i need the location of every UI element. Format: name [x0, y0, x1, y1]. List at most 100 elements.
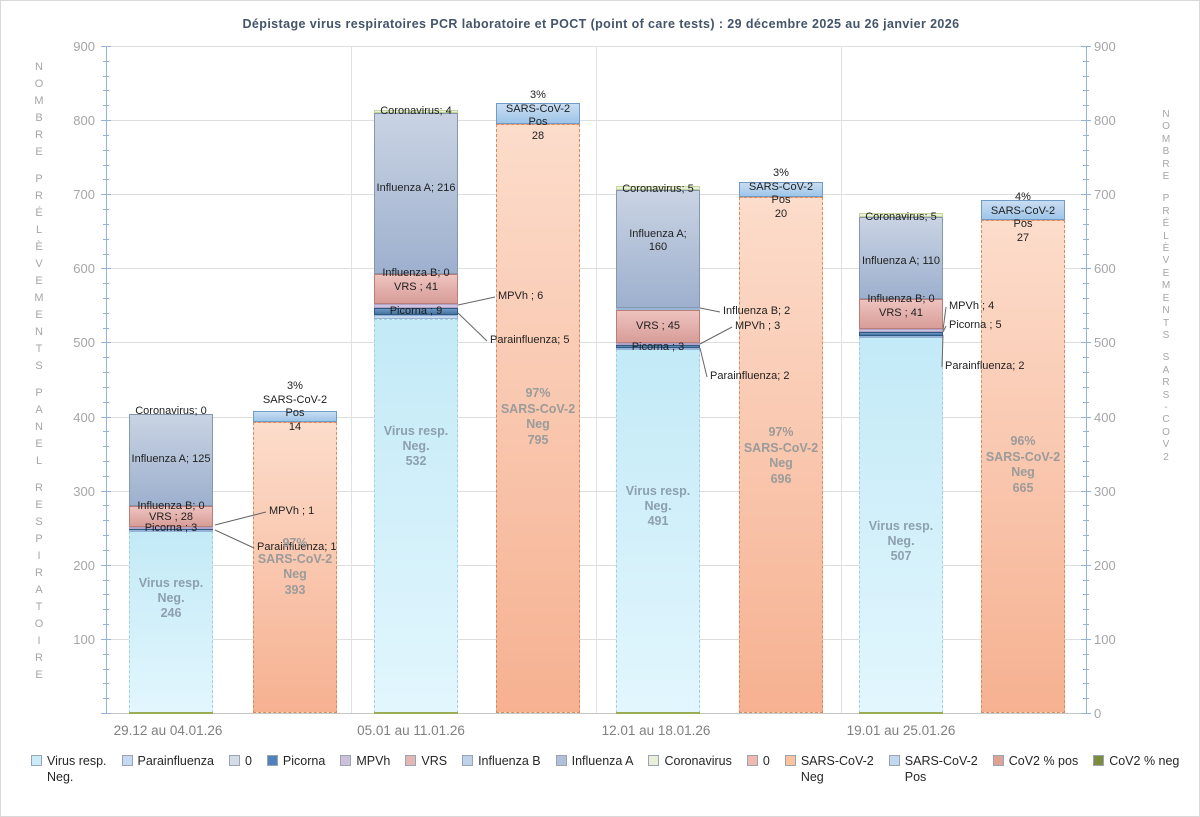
value-axis-line	[106, 46, 107, 713]
cov2-pct-neg-baseline	[859, 712, 943, 714]
segment-parainfluenza	[374, 315, 458, 319]
segment-label-vrs: VRS ; 41	[393, 280, 439, 293]
axis-major-tick	[1081, 491, 1091, 492]
callout-label-mpvh: MPVh ; 3	[735, 320, 781, 332]
left-axis-tick-label: 700	[73, 187, 95, 203]
axis-minor-tick	[103, 239, 109, 240]
segment-virus-resp-neg	[129, 530, 213, 713]
legend-label: 0	[762, 754, 770, 768]
axis-minor-tick	[103, 328, 109, 329]
segment-label-coronavirus: Coronavirus; 5	[622, 182, 694, 195]
legend-swatch-icon	[784, 755, 796, 766]
axis-minor-tick	[1083, 402, 1089, 403]
right-axis-tick-label: 900	[1094, 39, 1116, 54]
legend-label: 0	[244, 754, 252, 768]
axis-minor-tick	[1083, 683, 1089, 684]
left-axis-tick-label: 400	[73, 409, 95, 425]
segment-label-coronavirus: Coronavirus; 5	[865, 210, 937, 223]
axis-minor-tick	[1083, 179, 1089, 180]
legend-label: MPVh	[356, 754, 391, 768]
sars-pos-label: 3% SARS-CoV-2 Pos 28	[505, 89, 571, 142]
axis-minor-tick	[103, 76, 109, 77]
legend-item: Coronavirus	[648, 753, 732, 769]
virus-resp-neg-label: Virus resp. Neg. 507	[868, 518, 934, 563]
legend-label: Influenza A	[571, 754, 634, 768]
axis-minor-tick	[1083, 328, 1089, 329]
axis-minor-tick	[1083, 609, 1089, 610]
axis-minor-tick	[1083, 90, 1089, 91]
axis-minor-tick	[103, 698, 109, 699]
legend-item: MPVh	[340, 753, 390, 769]
callout-label-mpvh: MPVh ; 4	[949, 300, 995, 312]
axis-minor-tick	[103, 283, 109, 284]
axis-minor-tick	[103, 669, 109, 670]
axis-minor-tick	[1083, 594, 1089, 595]
legend-label: CoV2 % pos	[1008, 754, 1079, 768]
callout-label-parainfluenza: Parainfluenza; 1	[257, 541, 337, 553]
axis-major-tick	[1081, 713, 1091, 714]
axis-major-tick	[101, 342, 111, 343]
left-axis-tick-label: 500	[73, 335, 95, 351]
sars-pos-label: 3% SARS-CoV-2 Pos 14	[262, 380, 328, 433]
left-axis-tick-label: 100	[73, 631, 95, 647]
cov2-pct-neg-baseline	[374, 712, 458, 714]
axis-minor-tick	[1083, 476, 1089, 477]
axis-minor-tick	[1083, 654, 1089, 655]
segment-influenza-a	[616, 189, 700, 309]
segment-mpvh	[374, 303, 458, 309]
segment-mpvh	[859, 329, 943, 333]
chart-legend: Virus resp. Neg. Parainfluenza 0 Picorna MPV…	[31, 753, 1181, 785]
segment-sars-cov-2-neg	[496, 123, 580, 713]
axis-minor-tick	[103, 446, 109, 447]
axis-major-tick	[101, 565, 111, 566]
axis-major-tick	[1081, 46, 1091, 47]
segment-influenza-a	[129, 413, 213, 507]
axis-major-tick	[1081, 417, 1091, 418]
axis-minor-tick	[103, 90, 109, 91]
axis-minor-tick	[1083, 254, 1089, 255]
sars-neg-label: 97% SARS-CoV-2 Neg 795	[500, 386, 576, 447]
legend-item: Parainfluenza	[121, 753, 214, 769]
axis-minor-tick	[1083, 313, 1089, 314]
sars-neg-label: 97% SARS-CoV-2 Neg 393	[257, 536, 333, 597]
right-axis-tick-label: 200	[1094, 557, 1116, 573]
segment-label-picorna: Picorna ; 9	[389, 304, 443, 317]
segment-influenza-a	[374, 113, 458, 274]
legend-swatch-icon	[992, 755, 1004, 766]
legend-item: CoV2 % neg	[1093, 753, 1179, 769]
axis-minor-tick	[103, 594, 109, 595]
sars-pos-label: 4% SARS-CoV-2 Pos 27	[990, 191, 1056, 244]
left-axis-tick-label: 200	[73, 557, 95, 573]
axis-minor-tick	[1083, 239, 1089, 240]
axis-major-tick	[101, 46, 111, 47]
axis-minor-tick	[1083, 535, 1089, 536]
axis-minor-tick	[1083, 550, 1089, 551]
legend-swatch-icon	[888, 755, 900, 766]
legend-item: CoV2 % pos	[992, 753, 1079, 769]
axis-minor-tick	[103, 150, 109, 151]
axis-minor-tick	[103, 535, 109, 536]
axis-minor-tick	[1083, 505, 1089, 506]
callout-label-mpvh: MPVh ; 1	[269, 505, 315, 517]
axis-minor-tick	[1083, 387, 1089, 388]
legend-item: SARS-CoV-2 Pos	[888, 753, 978, 785]
axis-minor-tick	[1083, 298, 1089, 299]
axis-minor-tick	[1083, 372, 1089, 373]
gridline-vertical	[596, 46, 597, 713]
gridline-vertical	[351, 46, 352, 713]
segment-sars-cov-2-neg	[739, 197, 823, 713]
segment-parainfluenza	[616, 347, 700, 350]
segment-label-influenza-b: Influenza B; 0	[137, 499, 205, 512]
legend-swatch-icon	[462, 755, 474, 766]
right-axis-tick-label: 800	[1094, 113, 1116, 129]
axis-minor-tick	[103, 165, 109, 166]
axis-minor-tick	[1083, 61, 1089, 62]
segment-label-vrs: VRS ; 41	[878, 306, 924, 319]
segment-label-coronavirus: Coronavirus; 4	[380, 104, 452, 117]
segment-coronavirus	[374, 110, 458, 114]
callout-label-picorna: Picorna ; 5	[949, 319, 1002, 331]
axis-minor-tick	[103, 654, 109, 655]
axis-minor-tick	[1083, 446, 1089, 447]
left-axis-tick-label: 800	[73, 113, 95, 129]
